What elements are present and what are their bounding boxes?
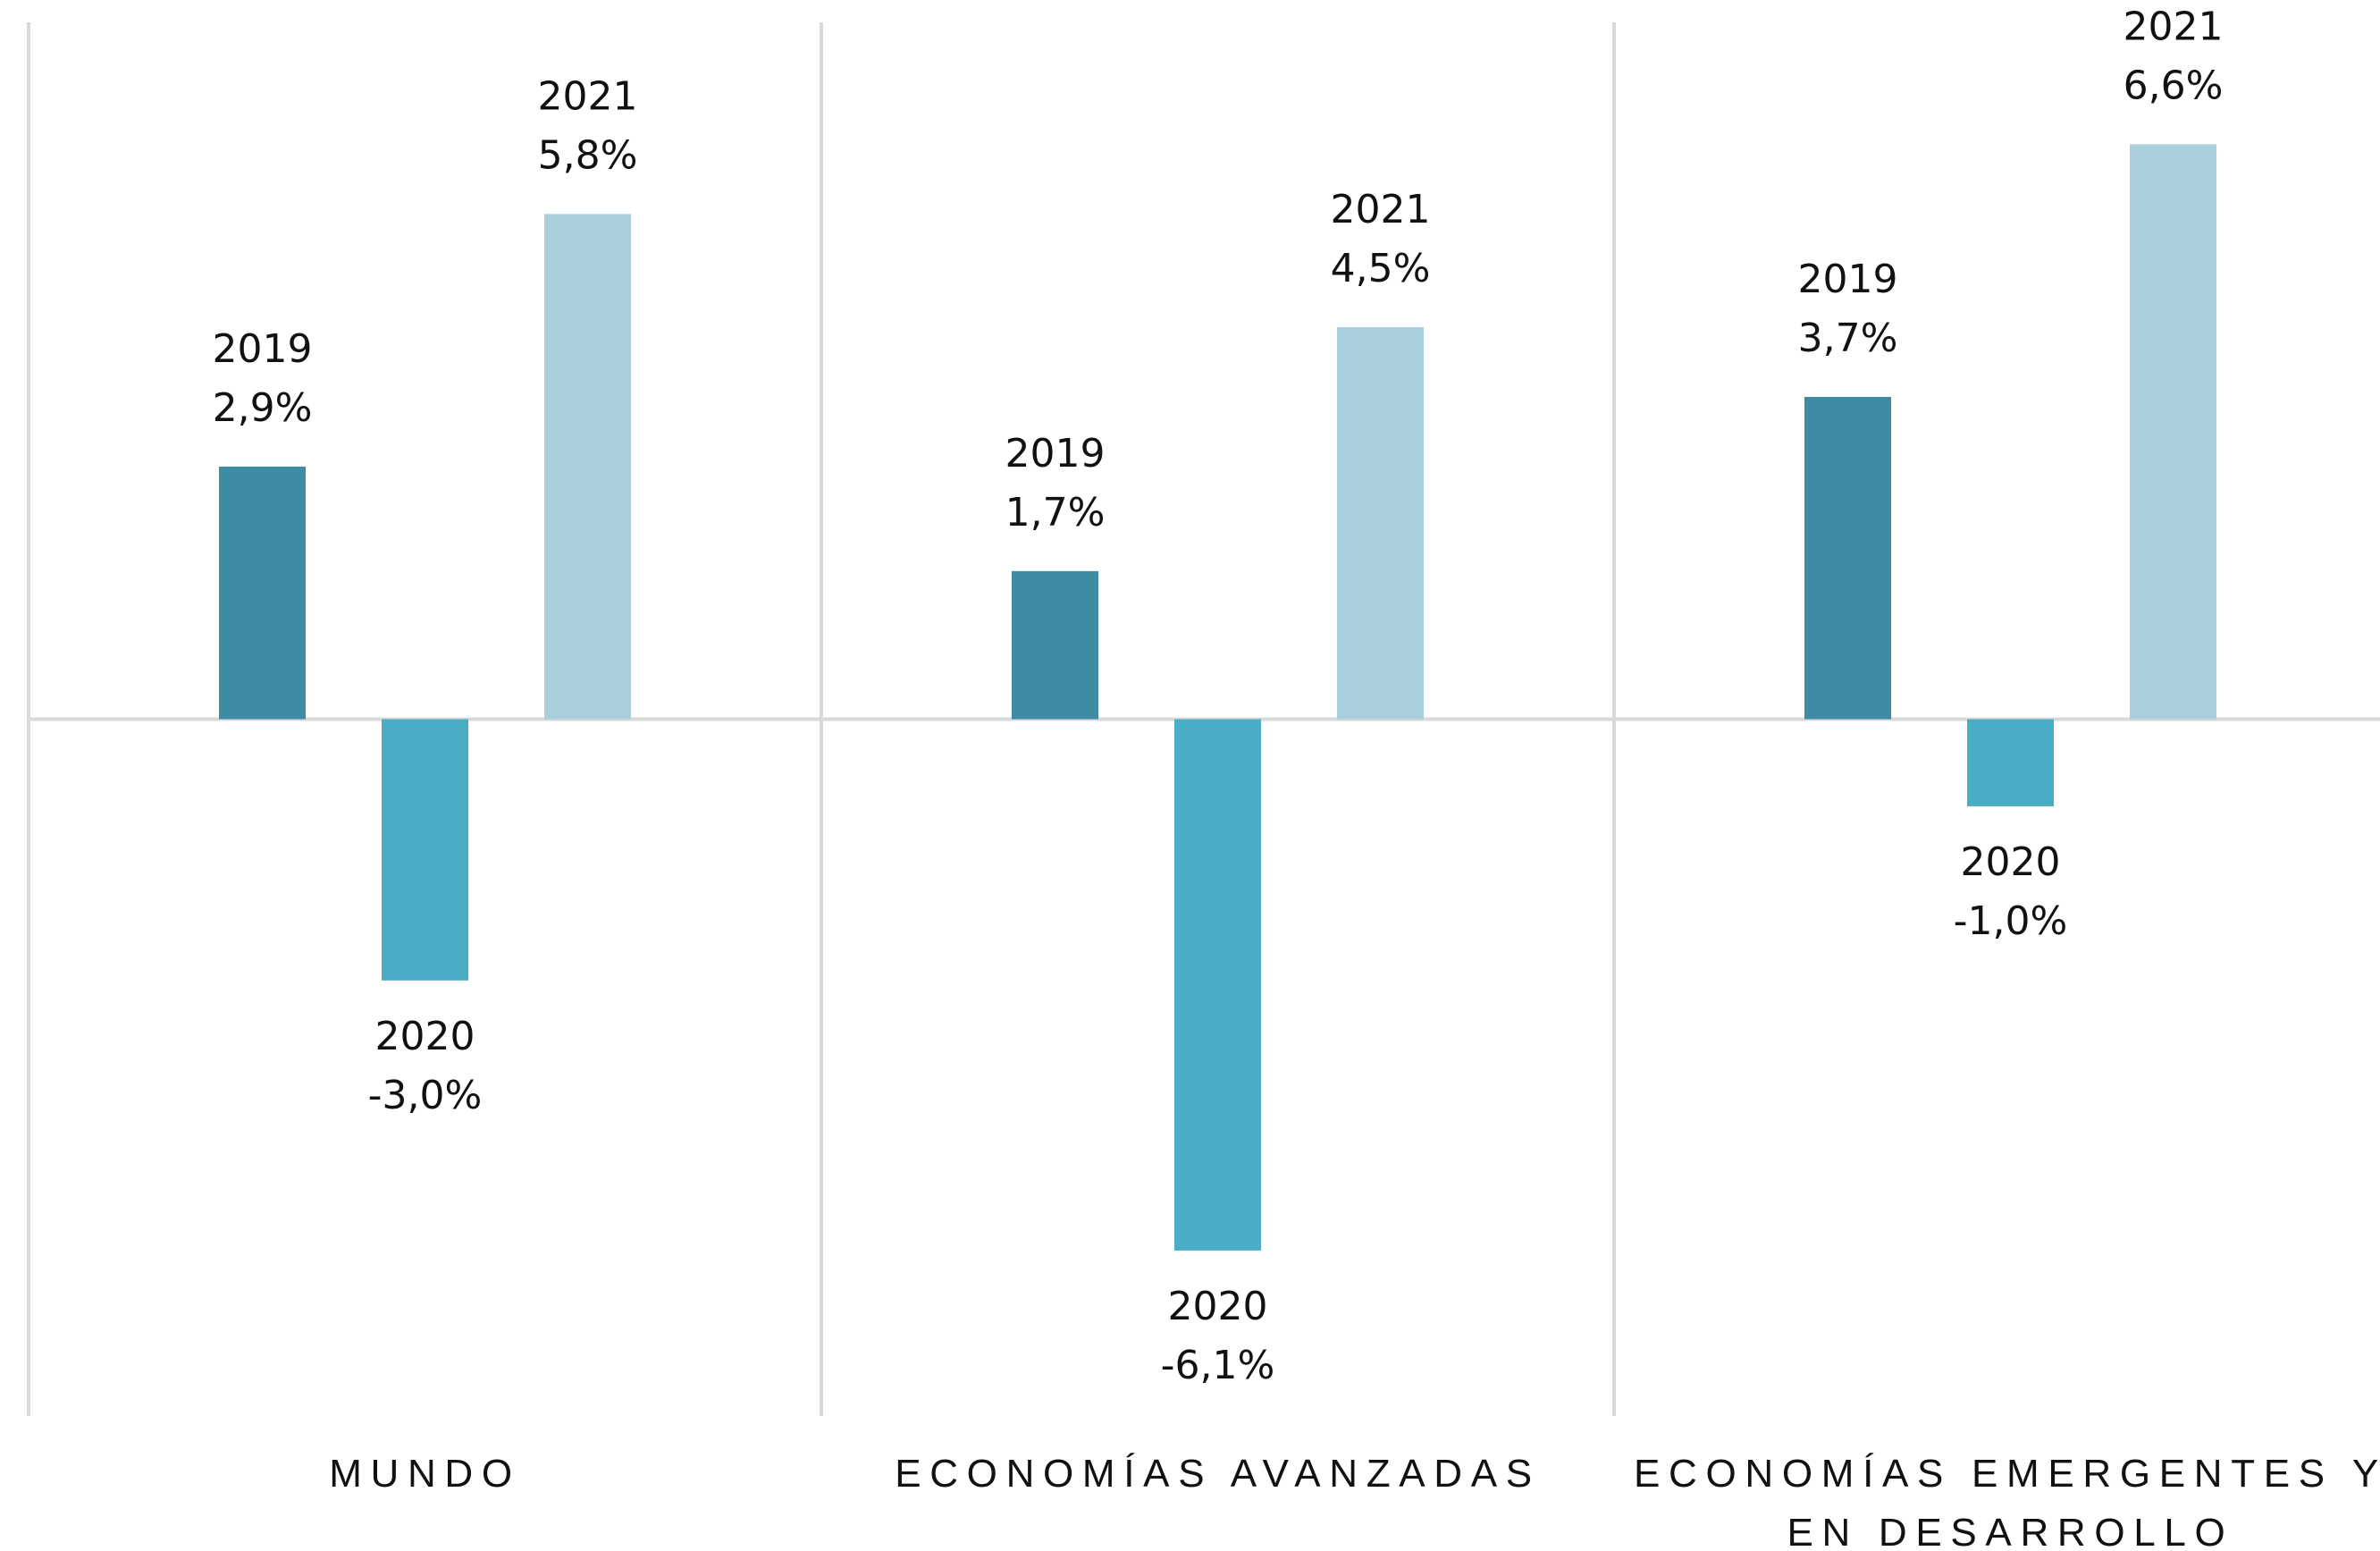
bar (1804, 396, 1891, 720)
bar (1967, 719, 2054, 806)
data-label-value: -6,1% (1161, 1343, 1275, 1388)
data-label-series: 2020 (1168, 1284, 1268, 1329)
category-label: ECONOMÍAS AVANZADAS (895, 1452, 1541, 1496)
bar (382, 719, 468, 981)
data-label-value: 2,9% (213, 385, 313, 431)
data-label-series: 2019 (1005, 431, 1106, 476)
bar (219, 466, 306, 720)
data-label-series: 2021 (538, 73, 638, 119)
data-label-series: 2021 (1331, 187, 1431, 232)
bar (1012, 570, 1098, 720)
data-label-series: 2020 (1961, 839, 2061, 885)
bar (1337, 327, 1424, 720)
data-label-value: -3,0% (368, 1073, 483, 1118)
data-label-series: 2020 (375, 1014, 475, 1059)
data-label-series: 2021 (2123, 4, 2224, 49)
category-label: MUNDO (329, 1452, 521, 1496)
data-label-value: 1,7% (1005, 490, 1106, 535)
bar (1174, 719, 1261, 1251)
data-label-value: 6,6% (2123, 63, 2224, 108)
data-label-value: 4,5% (1331, 246, 1431, 291)
category-label: ECONOMÍAS EMERGENTES Y EN DESARROLLO (1634, 1452, 2380, 1551)
bar (2130, 144, 2216, 720)
data-label-value: 5,8% (538, 132, 638, 178)
data-label-value: 3,7% (1798, 316, 1898, 361)
data-label-series: 2019 (213, 326, 313, 372)
bar (544, 214, 631, 720)
data-label-value: -1,0% (1954, 898, 2068, 944)
data-label-series: 2019 (1798, 257, 1898, 302)
